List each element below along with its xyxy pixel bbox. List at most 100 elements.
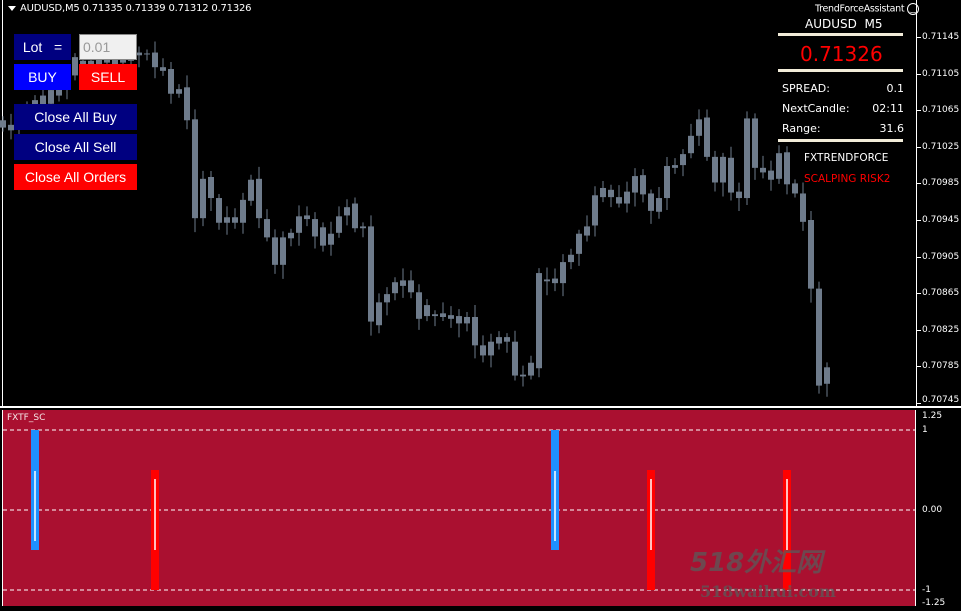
candle-body xyxy=(568,254,574,263)
main-chart-frame[interactable] xyxy=(2,0,917,406)
candle-body xyxy=(136,52,142,56)
candle-body xyxy=(40,95,46,106)
candle-body xyxy=(288,232,294,239)
candle-body xyxy=(280,237,286,265)
buy-button[interactable]: BUY xyxy=(14,64,71,90)
candle-body xyxy=(400,280,406,286)
indicator-axis-label: -1 xyxy=(922,585,931,595)
candle-body xyxy=(272,237,278,265)
candle-body xyxy=(712,156,718,183)
next-candle-value: 02:11 xyxy=(872,102,904,115)
smiley-icon: ‿ xyxy=(907,3,920,15)
axis-tick xyxy=(917,110,921,112)
candle-body xyxy=(112,58,118,67)
candle-body xyxy=(184,87,190,121)
price-axis-label: 0.70785 xyxy=(922,361,960,372)
spread-value: 0.1 xyxy=(886,82,905,95)
symbol-ohlc-text: AUDUSD,M5 0.71335 0.71339 0.71312 0.7132… xyxy=(20,3,252,14)
candle-body xyxy=(88,60,94,67)
candle-body xyxy=(176,89,182,94)
candle-body xyxy=(616,197,622,204)
chart-symbol-header: AUDUSD,M5 0.71335 0.71339 0.71312 0.7132… xyxy=(8,3,252,15)
sell-button[interactable]: SELL xyxy=(79,64,137,90)
candle-body xyxy=(688,135,694,154)
candle-body xyxy=(464,316,470,324)
candle-body xyxy=(808,220,814,289)
candle-body xyxy=(760,167,766,173)
candle-body xyxy=(680,154,686,166)
candle-body xyxy=(144,53,150,55)
candle-body xyxy=(328,233,334,245)
spread-label: SPREAD: xyxy=(782,82,830,95)
price-axis-label: 0.71145 xyxy=(922,32,960,42)
candle-body xyxy=(424,305,430,317)
candle-body xyxy=(432,314,438,317)
candle-body xyxy=(784,152,790,185)
candle-body xyxy=(600,187,606,198)
candle-body xyxy=(632,176,638,193)
candle-body xyxy=(216,198,222,223)
range-label: Range: xyxy=(782,122,821,135)
candle-body xyxy=(584,226,590,236)
candle-body xyxy=(248,179,254,201)
candle-body xyxy=(768,170,774,180)
indicator-axis-label: 0.00 xyxy=(922,505,943,515)
lot-input[interactable] xyxy=(79,34,137,60)
candle-body xyxy=(264,219,270,238)
candle-body xyxy=(520,374,526,377)
candle-body xyxy=(544,279,550,282)
candle-body xyxy=(752,118,758,168)
candle-body xyxy=(624,191,630,204)
candle-body xyxy=(696,119,702,136)
candle-body xyxy=(576,233,582,254)
candle-body xyxy=(560,262,566,284)
candle-body xyxy=(48,90,54,104)
candle-body xyxy=(776,153,782,179)
brand-text: FXTRENDFORCE xyxy=(804,152,889,164)
assistant-title: TrendForceAssistant ‿ xyxy=(815,3,920,16)
lot-label: Lot = xyxy=(14,34,71,60)
candle-body xyxy=(440,313,446,317)
close-all-buy-button[interactable]: Close All Buy xyxy=(14,104,137,130)
price-axis-label: 0.70825 xyxy=(922,324,960,335)
candle-body xyxy=(336,216,342,233)
close-all-orders-button[interactable]: Close All Orders xyxy=(14,164,137,190)
candle-body xyxy=(608,189,614,198)
candle-body xyxy=(656,198,662,212)
candle-body xyxy=(312,219,318,237)
mode-text: SCALPING RISK2 xyxy=(804,173,891,185)
axis-tick xyxy=(917,366,921,368)
candle-body xyxy=(200,178,206,219)
candle-body xyxy=(488,341,494,356)
close-all-sell-button[interactable]: Close All Sell xyxy=(14,134,137,160)
axis-tick xyxy=(917,73,921,75)
candle-body xyxy=(56,85,62,96)
candle-body xyxy=(384,294,390,303)
candle-body xyxy=(816,288,822,386)
candle-body xyxy=(368,226,374,322)
candle-body xyxy=(824,367,830,384)
dropdown-triangle-icon[interactable] xyxy=(8,5,16,11)
indicator-axis-label: 1.25 xyxy=(922,411,943,421)
indicator-name: FXTF_SC xyxy=(7,413,46,423)
axis-tick xyxy=(917,146,921,148)
info-divider xyxy=(778,69,903,72)
axis-tick xyxy=(917,256,921,258)
candle-body xyxy=(704,117,710,157)
next-candle-label: NextCandle: xyxy=(782,102,850,115)
indicator-axis-label: -1.25 xyxy=(922,598,946,608)
panel-separator[interactable] xyxy=(0,406,961,408)
candle-body xyxy=(168,69,174,94)
candle-body xyxy=(552,278,558,284)
candle-body xyxy=(416,292,422,319)
candle-body xyxy=(744,118,750,199)
candle-body xyxy=(96,58,102,65)
candle-body xyxy=(720,156,726,183)
price-axis-label: 0.70745 xyxy=(922,395,960,405)
price-axis-label: 0.71065 xyxy=(922,105,960,116)
candle-body xyxy=(256,178,262,219)
info-symbol: AUDUSD M5 xyxy=(805,17,883,31)
candle-body xyxy=(0,120,6,128)
price-axis-label: 0.71025 xyxy=(922,141,960,152)
candle-body xyxy=(240,199,246,223)
